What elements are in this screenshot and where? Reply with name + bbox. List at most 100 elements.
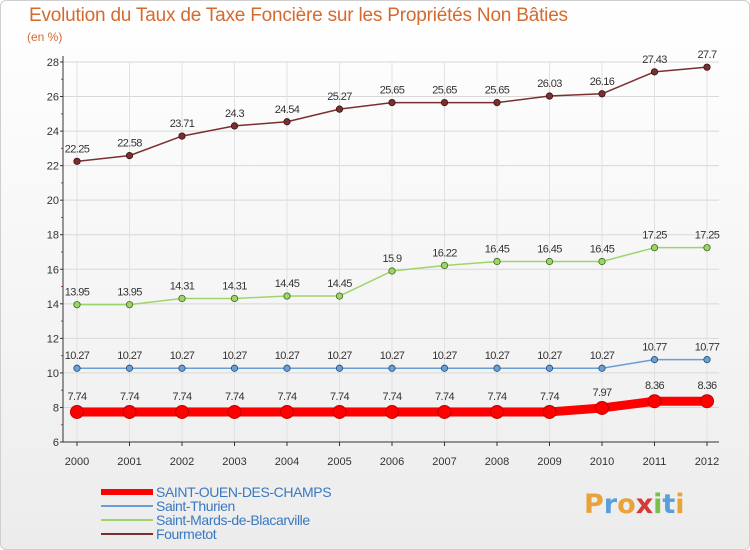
data-label: 10.27 bbox=[222, 350, 247, 362]
data-point bbox=[335, 364, 344, 372]
data-point bbox=[388, 267, 396, 275]
data-point bbox=[283, 292, 291, 300]
legend-swatch bbox=[101, 489, 153, 495]
legend-swatch bbox=[101, 519, 153, 521]
data-point bbox=[70, 404, 84, 419]
data-label: 7.74 bbox=[67, 391, 86, 403]
data-label: 8.36 bbox=[645, 380, 664, 392]
data-point bbox=[125, 364, 134, 372]
data-label: 7.74 bbox=[487, 391, 506, 403]
data-point bbox=[545, 364, 554, 372]
data-point bbox=[332, 404, 347, 419]
y-axis-unit-label: (en %) bbox=[27, 30, 63, 44]
data-label: 23.71 bbox=[170, 118, 195, 130]
x-tick-label: 2001 bbox=[117, 456, 141, 468]
y-tick-label: 8 bbox=[53, 402, 59, 414]
data-label: 14.31 bbox=[222, 280, 247, 292]
x-tick-label: 2010 bbox=[590, 456, 614, 468]
data-point bbox=[493, 257, 501, 266]
data-label: 10.27 bbox=[327, 350, 352, 362]
data-point bbox=[440, 364, 449, 372]
legend-item-saint-ouen: SAINT-OUEN-DES-CHAMPS bbox=[101, 485, 401, 499]
x-tick-label: 2007 bbox=[432, 456, 456, 468]
data-label: 25.65 bbox=[432, 85, 457, 97]
legend-swatch bbox=[101, 533, 153, 535]
data-point bbox=[175, 404, 189, 419]
data-label: 16.45 bbox=[590, 244, 615, 256]
data-point bbox=[703, 356, 711, 364]
data-label: 15.9 bbox=[382, 253, 401, 265]
legend-label: Saint-Mards-de-Blacarville bbox=[156, 512, 310, 528]
data-point bbox=[703, 244, 711, 252]
data-point bbox=[73, 157, 81, 165]
proxiti-logo: Proxiti bbox=[584, 489, 685, 520]
series-layer bbox=[70, 63, 714, 419]
data-point bbox=[230, 364, 239, 372]
data-label: 7.74 bbox=[120, 391, 139, 403]
data-label: 16.45 bbox=[537, 244, 562, 256]
data-label: 8.36 bbox=[697, 380, 716, 392]
x-tick-label: 2004 bbox=[275, 456, 299, 468]
legend: SAINT-OUEN-DES-CHAMPS Saint-Thurien Sain… bbox=[101, 485, 401, 541]
data-point bbox=[125, 301, 134, 309]
data-label: 25.27 bbox=[327, 91, 352, 103]
data-label: 10.77 bbox=[642, 342, 667, 354]
y-tick-label: 22 bbox=[47, 161, 59, 173]
y-tick-label: 10 bbox=[47, 368, 59, 380]
data-label: 26.16 bbox=[590, 76, 615, 88]
legend-label: Saint-Thurien bbox=[156, 498, 235, 514]
data-label: 7.74 bbox=[435, 391, 454, 403]
data-label: 7.97 bbox=[592, 387, 611, 399]
data-point bbox=[545, 257, 554, 266]
x-tick-label: 2000 bbox=[65, 456, 89, 468]
data-label: 7.74 bbox=[540, 391, 559, 403]
x-tick-label: 2012 bbox=[695, 456, 719, 468]
data-point bbox=[335, 292, 344, 300]
y-tick-label: 20 bbox=[47, 195, 59, 207]
data-point bbox=[178, 364, 186, 372]
y-tick-label: 24 bbox=[47, 126, 59, 138]
grid-layer bbox=[63, 61, 719, 443]
data-label: 7.74 bbox=[172, 391, 191, 403]
data-label: 10.27 bbox=[590, 350, 615, 362]
data-point bbox=[227, 404, 242, 419]
data-label: 7.74 bbox=[277, 391, 296, 403]
x-tick-label: 2011 bbox=[643, 456, 667, 468]
data-label: 13.95 bbox=[65, 287, 90, 299]
data-label: 16.22 bbox=[432, 247, 457, 259]
data-point bbox=[388, 98, 396, 107]
data-point bbox=[178, 132, 186, 140]
data-label: 10.27 bbox=[485, 350, 510, 362]
data-point bbox=[545, 92, 554, 100]
x-tick-label: 2009 bbox=[537, 456, 561, 468]
data-label: 14.45 bbox=[327, 278, 352, 290]
x-tick-label: 2008 bbox=[485, 456, 509, 468]
data-point bbox=[598, 257, 606, 266]
data-point bbox=[598, 364, 606, 372]
data-label: 25.65 bbox=[380, 85, 405, 97]
legend-item-saint-mards: Saint-Mards-de-Blacarville bbox=[101, 513, 401, 527]
x-tick-label: 2005 bbox=[327, 456, 351, 468]
data-label: 7.74 bbox=[330, 391, 349, 403]
data-point bbox=[437, 404, 452, 419]
data-label: 14.31 bbox=[170, 280, 195, 292]
y-tick-label: 16 bbox=[47, 264, 59, 276]
legend-swatch bbox=[101, 505, 153, 507]
data-point bbox=[650, 68, 659, 76]
legend-item-fourmetot: Fourmetot bbox=[101, 527, 401, 541]
data-label: 17.25 bbox=[695, 230, 720, 242]
data-point bbox=[440, 261, 449, 270]
data-point bbox=[700, 394, 714, 409]
data-label: 25.65 bbox=[485, 85, 510, 97]
data-label: 27.43 bbox=[642, 54, 667, 66]
y-tick-label: 18 bbox=[47, 230, 59, 242]
data-point bbox=[73, 301, 81, 309]
legend-item-saint-thurien: Saint-Thurien bbox=[101, 499, 401, 513]
data-point bbox=[647, 394, 662, 409]
x-tick-label: 2002 bbox=[170, 456, 194, 468]
data-point bbox=[73, 364, 81, 372]
data-point bbox=[122, 404, 137, 419]
axis-layer: 6 8 10 12 14 16 18 20 22 24 26 28 2000 2001 2002 2003 20… bbox=[47, 56, 719, 468]
data-label: 22.25 bbox=[65, 143, 90, 155]
